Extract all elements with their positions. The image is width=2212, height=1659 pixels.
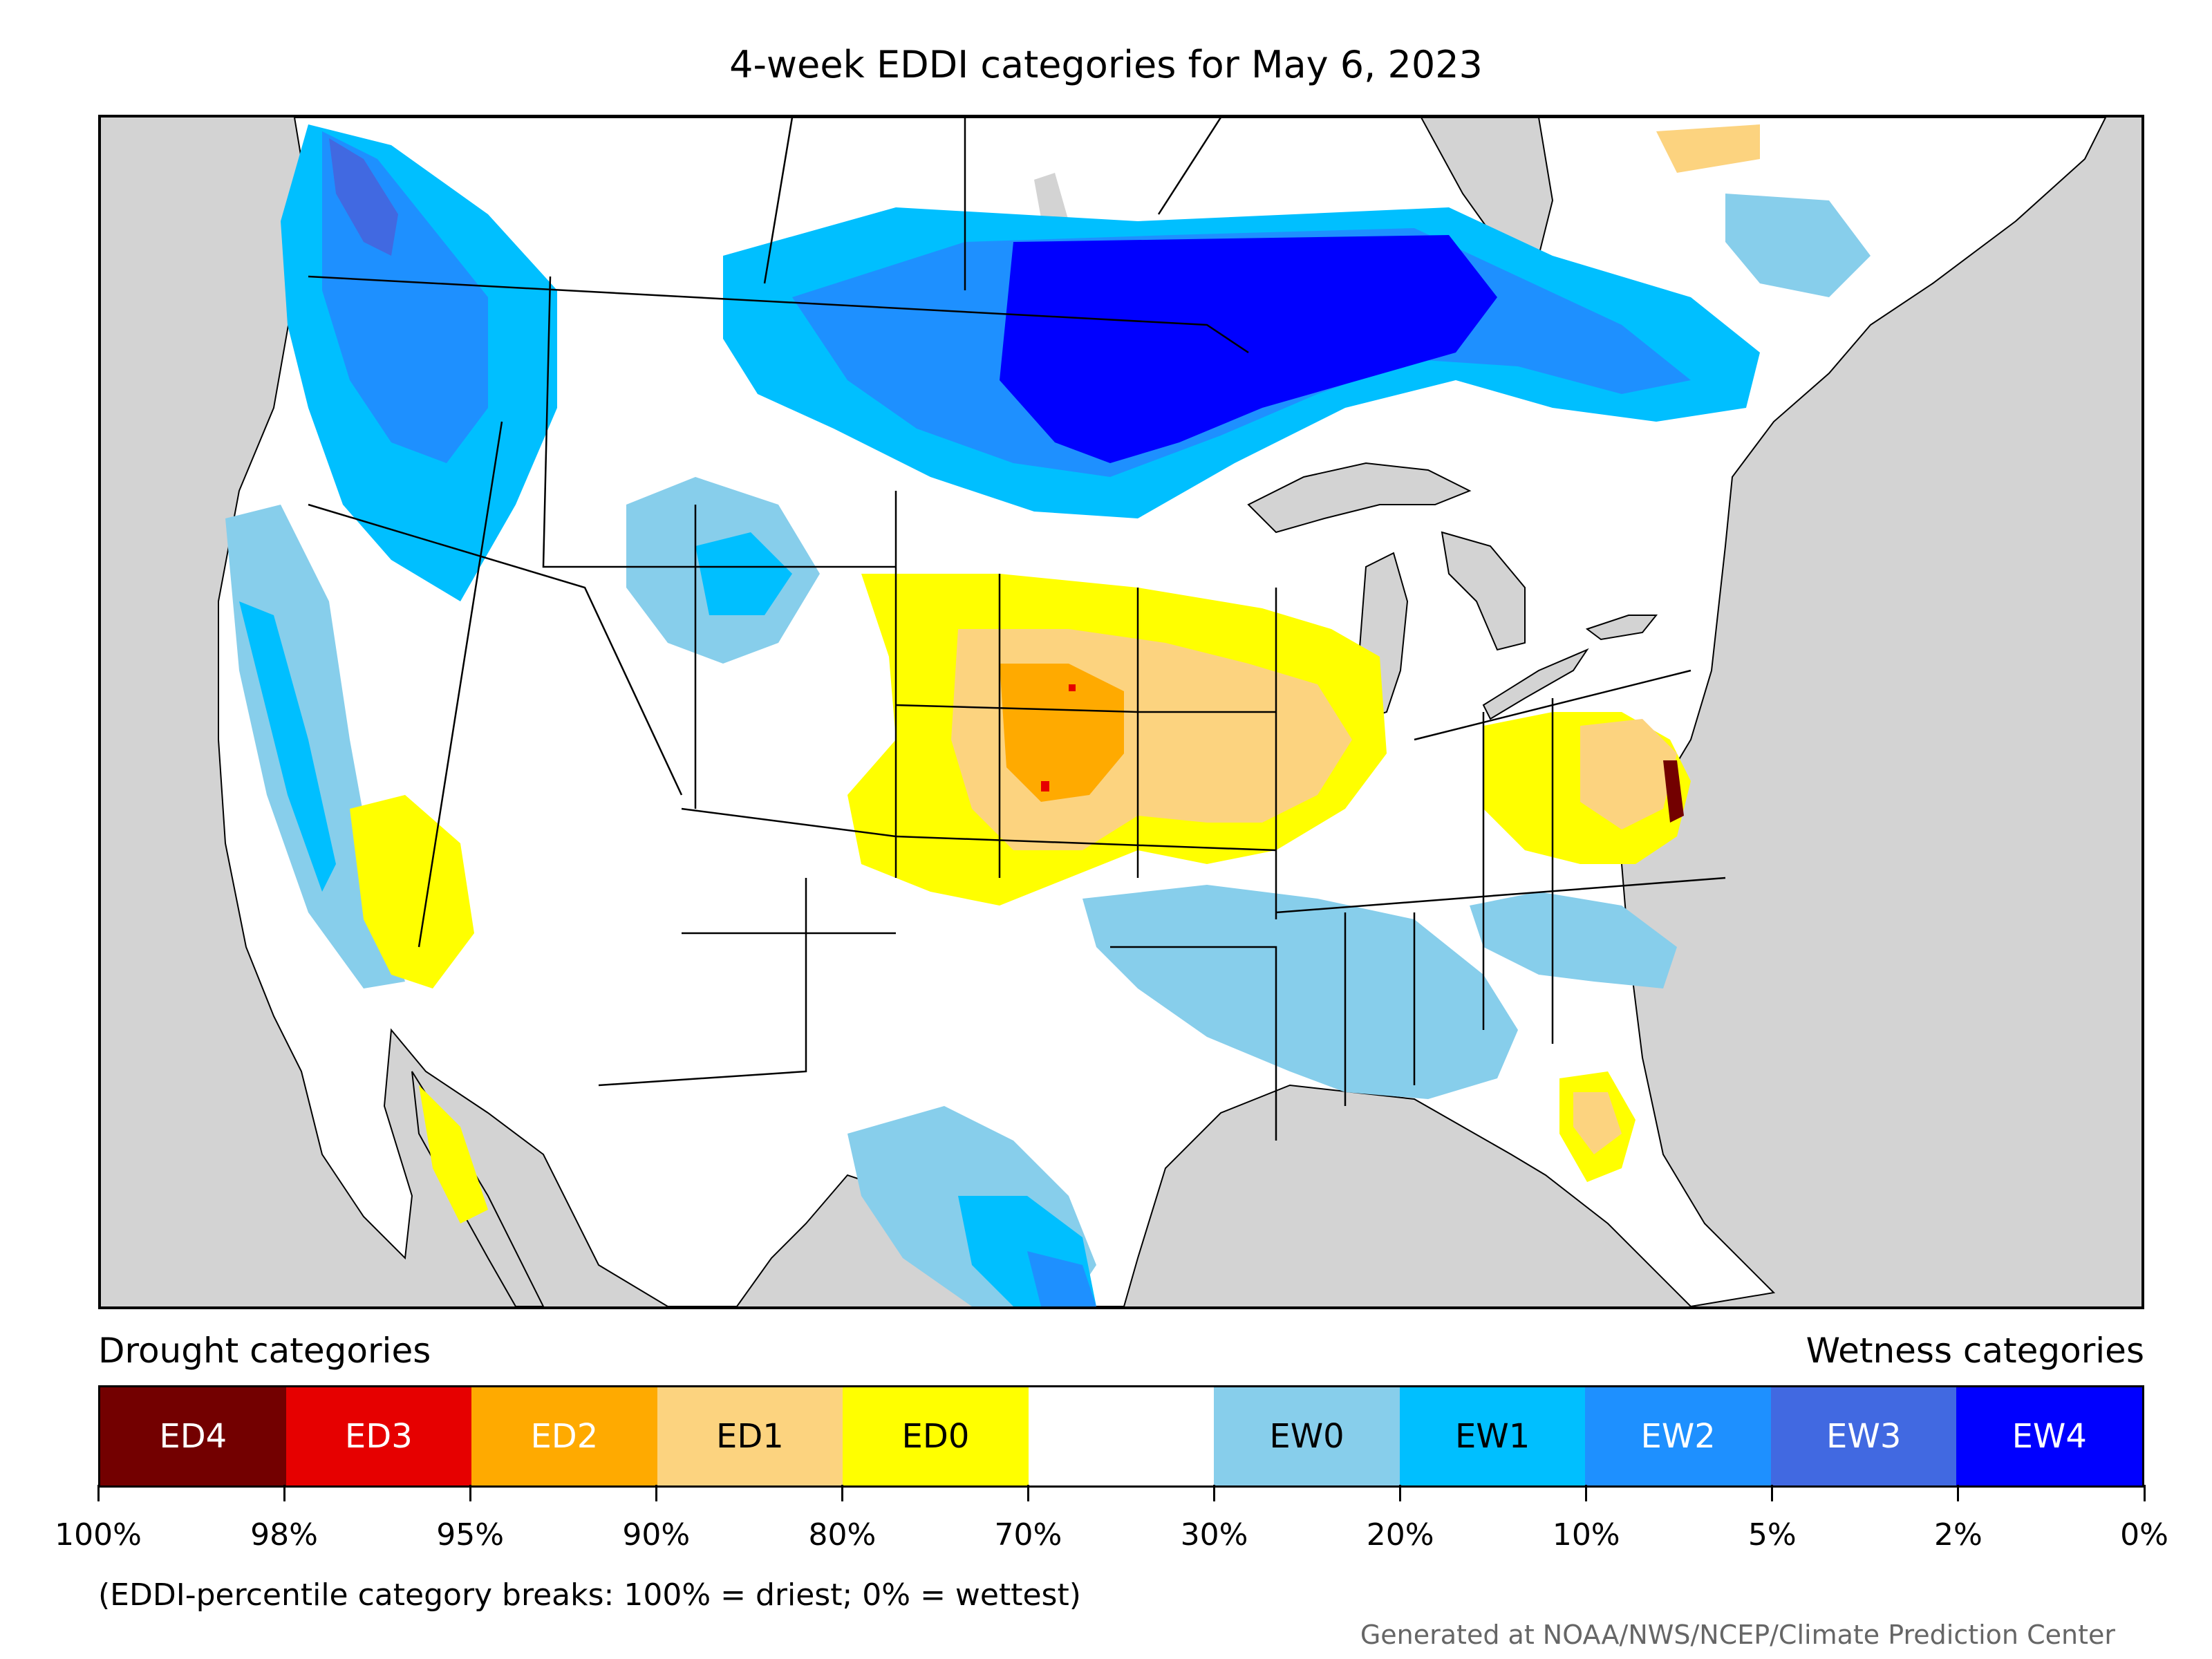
category-ed3: ED3 — [285, 1387, 472, 1485]
category-ed2: ED2 — [471, 1387, 657, 1485]
lake-huron — [1441, 531, 1526, 651]
dry-area-southwest — [350, 795, 474, 988]
colorbar-tick-label: 100% — [55, 1517, 142, 1553]
colorbar-tick-label: 20% — [1366, 1517, 1434, 1553]
wet-area-california-ew1 — [239, 601, 336, 892]
dry-area-delmarva-ed4 — [1663, 760, 1684, 823]
wet-area-lower-mississippi — [1082, 885, 1518, 1099]
dry-area-quebec-north — [1656, 124, 1760, 173]
category-ew4: EW4 — [1956, 1387, 2143, 1485]
eddi-map — [98, 115, 2144, 1309]
category-ew0: EW0 — [1214, 1387, 1400, 1485]
colorbar-tick-label: 5% — [1747, 1517, 1797, 1553]
colorbar-tick — [1957, 1485, 1960, 1501]
colorbar-tick — [1399, 1485, 1402, 1501]
category-ed4: ED4 — [100, 1387, 286, 1485]
colorbar-tick-label: 95% — [436, 1517, 505, 1553]
colorbar-tick-label: 90% — [622, 1517, 691, 1553]
category-colorbar: ED4 ED3 ED2 ED1 ED0 EW0 EW1 EW2 EW3 EW4 — [98, 1385, 2144, 1488]
wet-area-wyoming-core — [695, 532, 792, 615]
dry-area-baja — [419, 1085, 488, 1224]
colorbar-tick — [97, 1485, 100, 1501]
credit-line: Generated at NOAA/NWS/NCEP/Climate Predi… — [1360, 1620, 2115, 1650]
colorbar-tick-label: 80% — [808, 1517, 877, 1553]
wet-area-southeast — [1470, 892, 1677, 988]
percentile-note: (EDDI-percentile category breaks: 100% =… — [98, 1577, 1081, 1613]
category-ew2: EW2 — [1585, 1387, 1771, 1485]
wet-area-pacific-nw-ew3 — [329, 138, 398, 256]
wetness-categories-heading: Wetness categories — [1806, 1331, 2144, 1371]
category-ed1: ED1 — [657, 1387, 843, 1485]
colorbar-tick — [1213, 1485, 1216, 1501]
wet-area-ew4 — [1000, 235, 1497, 463]
lake-superior — [1247, 462, 1472, 534]
category-ew3: EW3 — [1770, 1387, 1957, 1485]
colorbar-tick — [2143, 1485, 2146, 1501]
colorbar-tick-label: 30% — [1180, 1517, 1248, 1553]
colorbar-tick — [283, 1485, 285, 1501]
wet-area-quebec — [1725, 194, 1871, 297]
lake-ontario — [1585, 615, 1658, 641]
wet-area-texas-ew2 — [1027, 1251, 1096, 1306]
colorbar-tick-label: 98% — [250, 1517, 318, 1553]
category-ew1: EW1 — [1399, 1387, 1586, 1485]
colorbar-tick — [1585, 1485, 1588, 1501]
drought-categories-heading: Drought categories — [98, 1331, 431, 1371]
colorbar-tick — [841, 1485, 843, 1501]
category-ed0: ED0 — [843, 1387, 1029, 1485]
map-title: 4-week EDDI categories for May 6, 2023 — [729, 43, 1483, 86]
colorbar-tick — [1027, 1485, 1029, 1501]
lake-erie — [1482, 648, 1589, 720]
political-borders — [308, 118, 1726, 1141]
dry-area-virginia-ed1 — [1580, 719, 1677, 830]
colorbar-tick-label: 2% — [1934, 1517, 1983, 1553]
colorbar-tick-label: 10% — [1552, 1517, 1620, 1553]
dry-area-florida-ed1 — [1573, 1092, 1622, 1154]
colorbar-tick — [655, 1485, 657, 1501]
colorbar-ticks — [97, 1485, 2146, 1503]
category-normal — [1028, 1387, 1215, 1485]
colorbar-tick — [1771, 1485, 1774, 1501]
dry-area-plains-ed2 — [1000, 664, 1124, 802]
colorbar-tick-label: 70% — [994, 1517, 1062, 1553]
colorbar-tick — [469, 1485, 471, 1501]
colorbar-tick-label: 0% — [2120, 1517, 2168, 1553]
